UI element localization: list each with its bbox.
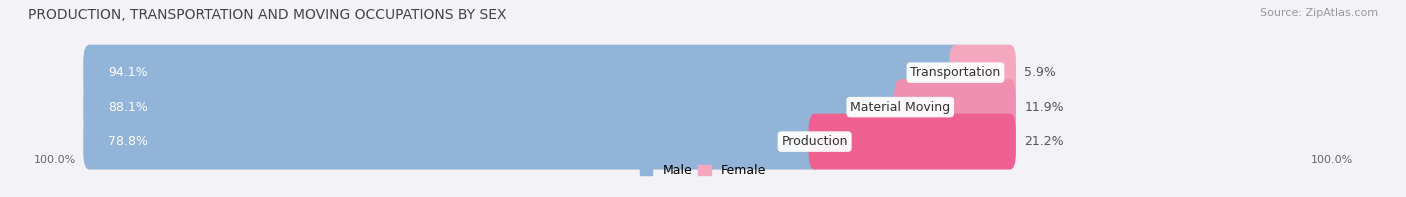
FancyBboxPatch shape	[83, 114, 821, 169]
FancyBboxPatch shape	[808, 114, 1017, 169]
FancyBboxPatch shape	[83, 79, 1017, 135]
Legend: Male, Female: Male, Female	[637, 162, 769, 180]
Text: 21.2%: 21.2%	[1025, 135, 1064, 148]
FancyBboxPatch shape	[894, 79, 1017, 135]
Text: 94.1%: 94.1%	[108, 66, 148, 79]
Text: Production: Production	[782, 135, 848, 148]
Text: PRODUCTION, TRANSPORTATION AND MOVING OCCUPATIONS BY SEX: PRODUCTION, TRANSPORTATION AND MOVING OC…	[28, 8, 506, 22]
Text: Source: ZipAtlas.com: Source: ZipAtlas.com	[1260, 8, 1378, 18]
FancyBboxPatch shape	[949, 45, 1017, 101]
Text: 88.1%: 88.1%	[108, 101, 148, 114]
Text: Material Moving: Material Moving	[851, 101, 950, 114]
Text: 78.8%: 78.8%	[108, 135, 148, 148]
Text: 11.9%: 11.9%	[1025, 101, 1064, 114]
Text: 5.9%: 5.9%	[1025, 66, 1056, 79]
FancyBboxPatch shape	[83, 114, 1017, 169]
FancyBboxPatch shape	[83, 79, 907, 135]
FancyBboxPatch shape	[83, 45, 962, 101]
FancyBboxPatch shape	[83, 45, 1017, 101]
Text: 100.0%: 100.0%	[1310, 155, 1354, 165]
Text: 100.0%: 100.0%	[34, 155, 76, 165]
Text: Transportation: Transportation	[910, 66, 1001, 79]
